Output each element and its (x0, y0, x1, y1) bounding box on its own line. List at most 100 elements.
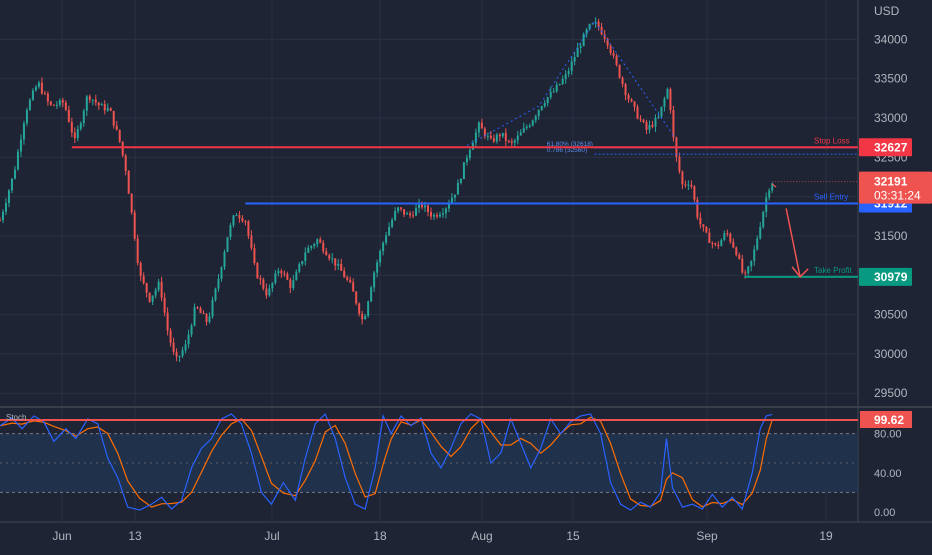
candle-body (289, 279, 292, 288)
candle-body (7, 190, 10, 203)
candle-body (606, 38, 609, 46)
candle-body (474, 132, 477, 143)
candle-body (217, 278, 220, 289)
candle-body (651, 124, 654, 127)
candle-body (304, 252, 307, 262)
stoch-axis-label: 40.00 (874, 468, 902, 480)
candle-body (97, 102, 100, 106)
candle-body (385, 235, 388, 243)
candle-body (453, 194, 456, 198)
candle-body (109, 108, 112, 111)
candle-body (477, 122, 480, 133)
candle-body (172, 342, 175, 352)
candle-body (328, 255, 331, 259)
candle-body (310, 246, 313, 248)
fib-level-label: 61.80% (32618) (547, 141, 593, 148)
candle-body (531, 120, 534, 126)
candle-body (157, 281, 160, 290)
candle-body (202, 313, 205, 315)
candle-body (597, 21, 600, 27)
candle-body (307, 247, 310, 253)
candle-body (495, 134, 498, 142)
candle-body (615, 55, 618, 65)
candle-body (382, 242, 385, 252)
candle-body (534, 116, 537, 121)
stoch-band-fill (0, 433, 858, 493)
candle-body (298, 264, 301, 272)
candle-body (343, 270, 346, 278)
candle-body (337, 263, 340, 266)
level-label: Take Profit (814, 266, 853, 275)
candle-body (211, 299, 214, 317)
candle-body (139, 262, 142, 276)
candle-body (421, 203, 424, 208)
time-axis-label: Jul (264, 529, 279, 543)
candle-body (400, 207, 403, 210)
sell-arrow-line[interactable] (785, 208, 801, 278)
candle-body (492, 138, 495, 142)
candle-body (82, 110, 85, 124)
candle-body (639, 118, 642, 120)
candle-body (133, 212, 136, 239)
candle-body (585, 29, 588, 34)
candle-body (678, 156, 681, 172)
last-price-badge[interactable] (859, 171, 932, 204)
candle-body (160, 281, 163, 298)
candle-body (55, 104, 58, 106)
candle-body (88, 96, 91, 100)
candle-body (435, 214, 438, 217)
candle-body (229, 225, 232, 238)
candle-body (762, 211, 765, 227)
stochastic-pane[interactable]: Stoch (0, 412, 858, 511)
candle-body (16, 151, 19, 170)
candle-body (145, 283, 148, 293)
candle-body (322, 242, 325, 252)
candle-body (349, 279, 352, 283)
candle-body (438, 214, 441, 217)
candle-body (555, 84, 558, 92)
stoch-current-value: 99.62 (874, 413, 904, 427)
price-axis-label: 29500 (874, 386, 908, 400)
candle-body (756, 238, 759, 250)
candle-body (612, 53, 615, 56)
price-axis-label: 34000 (874, 32, 908, 46)
candle-body (1, 211, 4, 221)
candle-body (663, 98, 666, 107)
candle-body (94, 99, 97, 103)
candle-body (669, 89, 672, 111)
candle-body (52, 104, 55, 106)
candle-body (76, 128, 79, 139)
candle-body (283, 273, 286, 275)
candle-body (714, 243, 717, 245)
candle-body (0, 220, 1, 222)
candle-body (738, 255, 741, 259)
candle-body (412, 215, 415, 217)
candle-body (462, 162, 465, 180)
candle-body (58, 100, 61, 105)
wedge-pattern[interactable] (466, 20, 675, 146)
level-badge (859, 138, 912, 157)
candle-body (516, 135, 519, 141)
candle-body (4, 202, 7, 212)
candle-body (151, 295, 154, 302)
candle-body (609, 45, 612, 54)
candle-body (459, 179, 462, 183)
candle-body (34, 86, 37, 91)
candle-body (19, 139, 22, 152)
candle-body (361, 313, 364, 320)
candle-body (579, 46, 582, 49)
candle-body (645, 122, 648, 130)
candle-body (666, 89, 669, 99)
sell-arrow-head[interactable] (791, 266, 809, 279)
candle-body (660, 106, 663, 117)
candle-body (91, 99, 94, 101)
candle-body (241, 218, 244, 222)
candle-body (693, 186, 696, 200)
candle-body (118, 129, 121, 142)
candle-body (325, 251, 328, 256)
candle-body (259, 278, 262, 280)
candle-body (214, 288, 217, 300)
candle-body (268, 288, 271, 296)
